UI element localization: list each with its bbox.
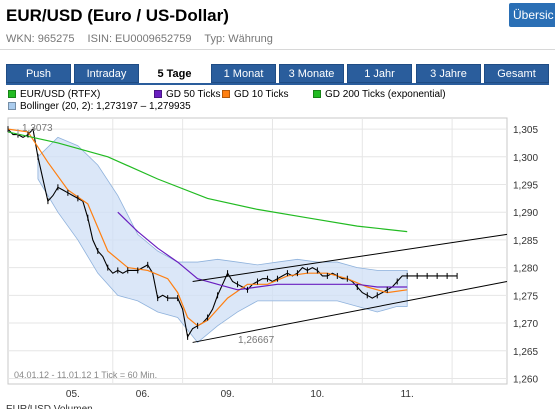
x-tick-label: 06. [136, 389, 150, 400]
legend-item: Bollinger (20, 2): 1,273197 – 1,279935 [8, 101, 191, 112]
tab-1-monat[interactable]: 1 Monat [211, 64, 276, 83]
legend-swatch [222, 90, 230, 98]
tab-5-tage[interactable]: 5 Tage [142, 64, 207, 83]
legend-swatch [313, 90, 321, 98]
y-tick-label: 1,285 [513, 236, 538, 247]
y-tick-label: 1,275 [513, 291, 538, 302]
divider [0, 49, 555, 50]
channel-line [192, 233, 508, 282]
legend-swatch [8, 102, 16, 110]
tab-intraday[interactable]: Intraday [74, 64, 139, 83]
bollinger-band [37, 136, 408, 344]
x-tick-label: 09. [221, 389, 235, 400]
low-annotation: 1,26667 [238, 335, 275, 346]
y-tick-label: 1,305 [513, 125, 538, 136]
date-range-label: 04.01.12 - 11.01.12 1 Tick = 60 Min. [14, 370, 157, 380]
legend-item: GD 10 Ticks [222, 89, 288, 100]
legend-label: GD 50 Ticks [166, 89, 221, 100]
legend-swatch [8, 90, 16, 98]
tab-3-monate[interactable]: 3 Monate [279, 64, 344, 83]
y-tick-label: 1,300 [513, 153, 538, 164]
isin-label: ISIN: EU0009652759 [87, 33, 192, 45]
tab-push[interactable]: Push [6, 64, 71, 83]
title-bar: EUR/USD (Euro / US-Dollar) Übersic [0, 0, 555, 30]
tab-1-jahr[interactable]: 1 Jahr [347, 64, 412, 83]
legend-item: GD 50 Ticks [154, 89, 220, 100]
x-tick-label: 10. [310, 389, 324, 400]
tab-underline [6, 83, 549, 85]
page-title: EUR/USD (Euro / US-Dollar) [6, 6, 229, 25]
legend-label: GD 200 Ticks (exponential) [325, 89, 446, 100]
legend-label: EUR/USD (RTFX) [20, 89, 101, 100]
volume-label: EUR/USD Volumen [6, 404, 93, 409]
legend-swatch [154, 90, 162, 98]
series-line-3 [7, 131, 408, 233]
tab-3-jahre[interactable]: 3 Jahre [416, 64, 481, 83]
x-tick-label: 11. [401, 389, 414, 400]
series-line-0 [7, 127, 458, 339]
overview-button[interactable]: Übersic [509, 3, 555, 27]
plot-area [7, 117, 508, 385]
y-tick-label: 1,280 [513, 264, 538, 275]
security-meta: WKN: 965275 ISIN: EU0009652759 Typ: Währ… [6, 33, 283, 45]
series-line-1 [7, 128, 408, 327]
legend-item: EUR/USD (RTFX) [8, 89, 100, 100]
y-tick-label: 1,260 [513, 374, 538, 385]
series-line-2 [117, 211, 408, 291]
tab-gesamt[interactable]: Gesamt [484, 64, 549, 83]
x-tick-label: 05. [66, 389, 80, 400]
y-tick-label: 1,270 [513, 319, 538, 330]
type-label: Typ: Währung [204, 33, 273, 45]
period-tabs: Push Intraday 5 Tage 1 Monat 3 Monate 1 Jahr 3… [6, 64, 549, 84]
legend-label: Bollinger (20, 2): 1,273197 – 1,279935 [20, 101, 191, 112]
legend-item: GD 200 Ticks (exponential) [313, 89, 446, 100]
legend-label: GD 10 Ticks [234, 89, 289, 100]
y-tick-label: 1,290 [513, 208, 538, 219]
y-tick-label: 1,295 [513, 181, 538, 192]
y-tick-label: 1,265 [513, 347, 538, 358]
channel-line [192, 280, 508, 343]
high-annotation: 1,3073 [22, 123, 53, 134]
wkn-label: WKN: 965275 [6, 33, 75, 45]
